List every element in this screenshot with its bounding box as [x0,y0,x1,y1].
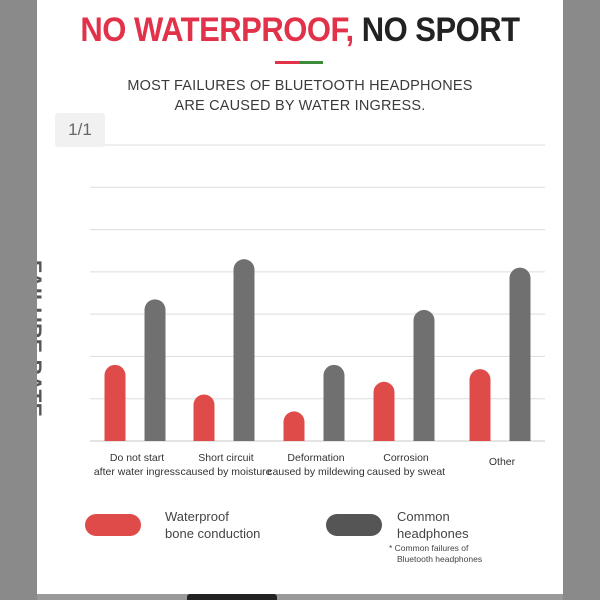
headphone-image-edge [187,594,277,600]
footnote-text-1: Common failures of [394,543,469,553]
category-label-3-line-1: caused by sweat [366,466,446,478]
legend-swatch-waterproof [85,514,141,536]
page-indicator[interactable]: 1/1 [55,113,105,147]
legend-waterproof-line-1: Waterproof [165,509,229,524]
legend-waterproof: Waterproof bone conduction [165,508,260,542]
legend-swatch-common [326,514,382,536]
bar-waterproof-0 [104,364,126,441]
legend-waterproof-line-2: bone conduction [165,526,261,541]
subtitle-line-1: MOST FAILURES OF BLUETOOTH HEADPHONES [127,78,473,94]
bottom-image-strip [37,594,563,600]
footnote-line-2: Bluetooth headphones [397,554,483,564]
bar-common-3 [413,309,435,441]
bar-common-1 [233,259,255,441]
footnote: * Common failures of Bluetooth headphone… [389,543,482,565]
headline-dark: NO SPORT [361,9,520,50]
bar-common-0 [144,299,166,441]
category-label-0: Do not start after water ingress [82,451,192,479]
y-axis-label: FAILURE RATE [37,260,45,418]
bar-common-4 [509,267,531,441]
title-divider [275,61,323,64]
failure-rate-chart [90,144,545,442]
category-label-3-line-0: Corrosion [383,452,429,464]
category-label-1-line-1: caused by moisture [180,466,272,478]
footnote-line-1: * Common failures of [389,543,469,553]
category-label-3: Corrosion caused by sweat [351,451,461,479]
headline: NO WATERPROOF, NO SPORT [37,10,563,50]
category-label-1-line-0: Short circuit [198,452,254,464]
headline-red: NO WATERPROOF, [80,9,354,50]
category-label-0-line-0: Do not start [109,452,165,464]
bar-waterproof-1 [193,394,215,441]
category-label-0-line-1: after water ingress [93,466,181,478]
legend-common-line-2: headphones [397,526,469,541]
product-card: NO WATERPROOF, NO SPORT MOST FAILURES OF… [37,0,563,600]
category-label-2-line-1: caused by mildewing [267,466,365,478]
bar-waterproof-2 [283,411,305,441]
bar-waterproof-3 [373,381,395,441]
bar-common-2 [323,364,345,441]
legend-common-line-1: Common [397,509,450,524]
category-label-2: Deformation caused by mildewing [261,451,371,479]
category-label-4-line-0: Other [488,456,516,468]
legend-common: Common headphones [397,508,469,542]
subtitle: MOST FAILURES OF BLUETOOTH HEADPHONES AR… [37,76,563,116]
category-label-2-line-0: Deformation [287,452,345,464]
category-label-4: Other [447,455,557,469]
subtitle-line-2: ARE CAUSED BY WATER INGRESS. [174,98,426,114]
category-label-1: Short circuit caused by moisture [171,451,281,479]
bar-waterproof-4 [469,369,491,441]
